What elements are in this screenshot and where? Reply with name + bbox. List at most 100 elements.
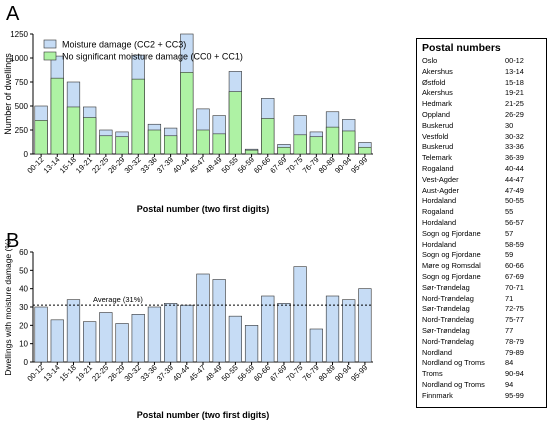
x-tick-label: 00-12: [25, 155, 45, 175]
postal-row: Sør-Trøndelag 70-71: [422, 282, 524, 292]
postal-code: 60-66: [505, 261, 524, 271]
x-tick-label: 67-69: [268, 155, 288, 175]
postal-row: Hedmark 21-25: [422, 99, 524, 109]
x-tick-label: 26-29: [106, 363, 126, 383]
y-tick-label: 0: [24, 358, 29, 367]
postal-row: Aust-Agder 47-49: [422, 186, 524, 195]
bar-no-damage: [309, 136, 323, 155]
bar-damage-percent: [115, 323, 129, 363]
postal-region: Vest-Agder: [422, 174, 459, 184]
postal-region: Nord-Trøndelag: [422, 336, 474, 346]
postal-code: 56-57: [505, 218, 524, 227]
bar-no-damage: [99, 135, 113, 155]
postal-region: Nordland og Troms: [422, 358, 485, 368]
x-tick-label: 45-47: [187, 155, 207, 175]
postal-code: 36-39: [505, 153, 524, 163]
postal-row: Sogn og Fjordane 57: [422, 229, 513, 238]
y-tick-label: 1000: [10, 54, 28, 63]
y-tick-label: 10: [19, 340, 28, 349]
bar-no-damage: [325, 126, 340, 155]
x-tick-label: 67-69: [268, 363, 288, 383]
bar-damage-percent: [358, 288, 372, 363]
bar-no-damage: [342, 130, 356, 155]
x-tick-label: 50-55: [220, 155, 240, 175]
y-tick-label: 250: [15, 126, 29, 135]
x-tick-label: 30-32: [123, 363, 143, 383]
postal-code: 79-89: [505, 347, 524, 357]
bar-damage-percent: [164, 303, 178, 363]
postal-region: Hedmark: [422, 99, 452, 109]
x-axis-title: Postal number (two first digits): [137, 410, 270, 420]
x-tick-label: 13-14: [42, 363, 62, 383]
bar-no-damage: [34, 120, 48, 155]
bar-no-damage: [261, 118, 275, 155]
postal-row: Østfold 15-18: [422, 78, 524, 87]
postal-row: Nordland og Troms 94: [422, 380, 513, 389]
postal-row: Rogaland 55: [422, 207, 513, 216]
y-axis-title: Dwellings with moisture damage (%): [3, 238, 13, 376]
postal-row: Akershus 19-21: [422, 88, 524, 97]
bar-no-damage: [50, 77, 64, 155]
x-tick-label: 95-99: [349, 155, 369, 175]
bar-damage-percent: [342, 299, 356, 363]
x-tick-label: 95-99: [349, 363, 369, 383]
postal-numbers-table: Postal numbers Oslo 00-12 Akershus 13-14 Øst…: [416, 38, 547, 408]
postal-code: 19-21: [505, 88, 524, 98]
postal-row: Troms 90-94: [422, 369, 524, 379]
bar-no-damage: [358, 146, 372, 155]
y-tick-label: 0: [24, 150, 29, 159]
postal-code: 00-12: [505, 56, 524, 65]
postal-row: Buskerud 30: [422, 120, 513, 130]
x-tick-label: 26-29: [106, 155, 126, 175]
postal-code: 40-44: [505, 164, 524, 173]
y-tick-label: 1250: [10, 30, 28, 39]
postal-code: 58-59: [505, 239, 524, 249]
postal-code: 57: [505, 228, 514, 238]
panel-b-label: B: [6, 230, 20, 252]
postal-region: Hordaland: [422, 218, 457, 227]
x-tick-label: 48-49: [203, 363, 223, 383]
bar-damage-percent: [83, 321, 97, 363]
postal-row: Hordaland 50-55: [422, 196, 524, 206]
postal-row: Nord-Trøndelag 75-77: [422, 315, 524, 325]
y-tick-label: 60: [19, 248, 28, 257]
x-tick-label: 80-89: [317, 155, 337, 175]
x-tick-label: 30-32: [123, 155, 143, 175]
postal-region: Hordaland: [422, 196, 457, 206]
postal-region: Sogn og Fjordane: [422, 272, 481, 281]
postal-code: 44-47: [505, 174, 524, 184]
x-tick-label: 13-14: [42, 155, 62, 175]
postal-row: Nord-Trøndelag 78-79: [422, 336, 524, 346]
x-tick-label: 50-55: [220, 363, 240, 383]
x-tick-label: 40-44: [171, 363, 191, 383]
postal-region: Nord-Trøndelag: [422, 315, 474, 325]
x-tick-label: 80-89: [317, 363, 337, 383]
postal-region: Buskerud: [422, 120, 454, 130]
postal-numbers-title: Postal numbers: [422, 42, 501, 54]
postal-code: 21-25: [505, 99, 524, 109]
postal-code: 33-36: [505, 142, 524, 152]
postal-region: Sør-Trøndelag: [422, 282, 470, 292]
postal-code: 71: [505, 293, 514, 303]
postal-row: Møre og Romsdal 60-66: [422, 261, 524, 270]
postal-region: Oslo: [422, 56, 438, 65]
postal-code: 47-49: [505, 185, 524, 195]
postal-code: 72-75: [505, 304, 524, 314]
y-tick-label: 500: [15, 102, 29, 111]
bar-damage-percent: [212, 279, 226, 363]
postal-region: Nordland: [422, 347, 452, 357]
postal-row: Vest-Agder 44-47: [422, 174, 524, 184]
postal-region: Nordland og Troms: [422, 380, 485, 389]
x-tick-label: 90-94: [333, 155, 353, 175]
postal-region: Troms: [422, 369, 443, 379]
y-tick-label: 750: [15, 78, 29, 87]
postal-code: 78-79: [505, 336, 524, 346]
x-tick-label: 19-21: [74, 155, 94, 175]
bar-no-damage: [196, 129, 210, 155]
y-tick-label: 40: [19, 285, 28, 294]
postal-row: Nordland 79-89: [422, 347, 524, 357]
x-tick-label: 48-49: [203, 155, 223, 175]
x-tick-label: 22-25: [90, 363, 110, 383]
x-tick-label: 40-44: [171, 155, 191, 175]
postal-code: 13-14: [505, 66, 524, 76]
